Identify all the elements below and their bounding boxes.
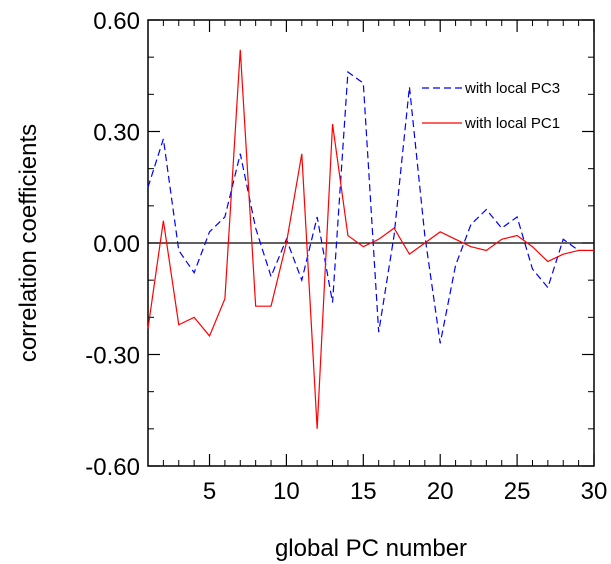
y-tick-label: 0.60 <box>93 8 140 35</box>
y-tick-labels: -0.60 -0.30 0.00 0.30 0.60 <box>85 8 140 481</box>
legend: with local PC3 with local PC1 <box>422 80 560 132</box>
y-tick-label: 0.30 <box>93 120 140 147</box>
x-tick-label: 5 <box>203 478 216 505</box>
x-tick-label: 30 <box>581 478 608 505</box>
x-tick-label: 15 <box>350 478 377 505</box>
x-axis-title: global PC number <box>275 535 467 562</box>
x-tick-label: 20 <box>427 478 454 505</box>
x-tick-labels: 5 10 15 20 25 30 <box>203 478 608 505</box>
y-axis-title: correlation coefficients <box>15 124 42 362</box>
y-tick-label: -0.30 <box>85 343 140 370</box>
y-tick-label: 0.00 <box>93 231 140 258</box>
series-line-local-pc3 <box>147 70 594 344</box>
series-group <box>147 49 594 429</box>
x-tick-label: 10 <box>273 478 300 505</box>
legend-label-pc3: with local PC3 <box>464 80 560 97</box>
y-tick-label: -0.60 <box>85 454 140 481</box>
series-line-local-pc1 <box>147 49 594 429</box>
legend-label-pc1: with local PC1 <box>464 115 560 132</box>
minor-ticks <box>147 20 594 466</box>
x-tick-label: 25 <box>504 478 531 505</box>
